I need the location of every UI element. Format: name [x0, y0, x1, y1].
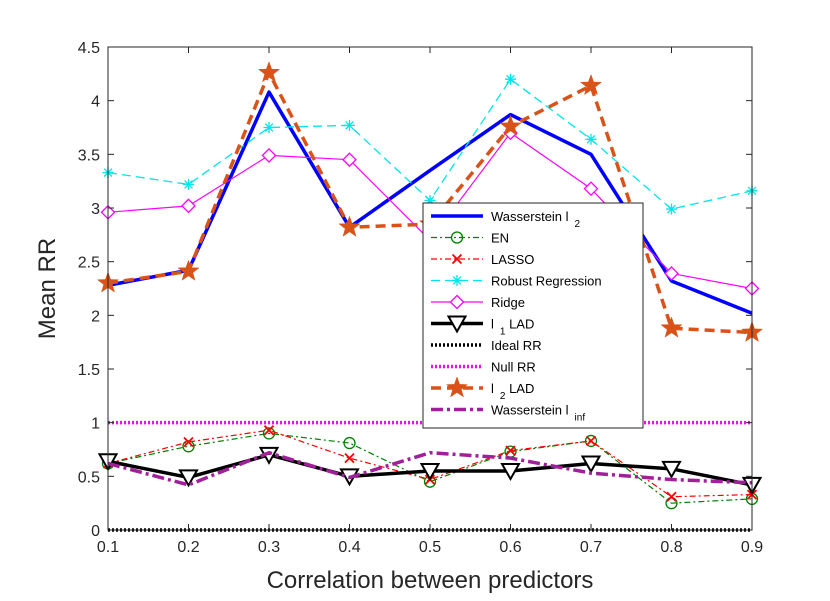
x-tick-label: 0.4	[338, 539, 360, 556]
x-tick-label: 0.6	[499, 539, 521, 556]
data-point	[257, 61, 281, 83]
y-tick-label: 3	[91, 201, 100, 218]
data-point	[666, 203, 677, 215]
series-0	[107, 90, 753, 315]
series-line-1	[107, 432, 753, 504]
data-point	[661, 460, 682, 479]
legend-label: Wasserstein l2	[491, 209, 581, 230]
legend-item: Ideal RR	[431, 338, 542, 353]
legend-item: Robust Regression	[431, 274, 602, 289]
data-point	[584, 434, 598, 448]
legend-label: Null RR	[491, 360, 536, 375]
data-point	[178, 469, 199, 488]
series-9	[107, 450, 753, 487]
data-point	[419, 462, 441, 481]
legend-label: l2 LAD	[491, 381, 534, 402]
y-tick-label: 1.5	[78, 362, 100, 379]
data-point	[344, 119, 355, 131]
x-tick-label: 0.5	[419, 539, 441, 556]
data-point	[183, 436, 194, 448]
y-tick-label: 2.5	[78, 255, 100, 272]
data-point	[338, 215, 361, 237]
series-line-0	[107, 90, 753, 315]
data-point	[500, 462, 521, 481]
y-tick-label: 2	[91, 308, 100, 325]
x-tick-label: 0.8	[660, 539, 682, 556]
data-point	[579, 73, 603, 96]
legend-item: Ridge	[431, 294, 525, 310]
y-tick-label: 4	[91, 94, 100, 111]
data-point	[183, 178, 194, 190]
legend-item: Wasserstein linf	[431, 403, 585, 424]
y-tick-label: 0	[91, 523, 100, 540]
data-point	[499, 114, 522, 136]
data-point	[177, 259, 200, 281]
data-point	[344, 452, 355, 464]
data-point	[585, 435, 597, 447]
legend-label: LASSO	[491, 252, 534, 267]
legend-label: l1 LAD	[491, 317, 534, 338]
data-point	[262, 427, 276, 440]
data-point	[261, 147, 277, 163]
legend-label: Wasserstein linf	[491, 403, 585, 424]
legend-item: l1 LAD	[431, 315, 534, 338]
data-point	[505, 73, 516, 85]
legend-label: EN	[491, 231, 509, 246]
legend-label: Robust Regression	[491, 274, 602, 289]
legend-item: l2 LAD	[431, 376, 534, 402]
x-tick-label: 0.1	[97, 539, 119, 556]
data-point	[583, 181, 599, 197]
data-point	[666, 491, 677, 502]
data-point	[263, 425, 275, 436]
data-point	[181, 198, 196, 214]
legend-label: Ridge	[491, 295, 525, 310]
legend-item: EN	[431, 231, 509, 246]
legend-item: LASSO	[431, 252, 534, 267]
data-point	[505, 445, 516, 456]
data-point	[342, 152, 357, 168]
series-line-9	[107, 450, 753, 487]
data-point	[585, 133, 597, 145]
data-point	[664, 266, 679, 281]
y-tick-label: 1	[91, 416, 100, 433]
y-axis-label: Mean RR	[34, 238, 61, 339]
y-tick-label: 4.5	[78, 40, 100, 57]
data-point	[343, 436, 356, 450]
x-tick-label: 0.2	[177, 539, 199, 556]
x-tick-label: 0.7	[580, 539, 602, 556]
data-point	[580, 455, 602, 474]
data-point	[424, 194, 436, 206]
data-point	[660, 316, 683, 338]
x-tick-label: 0.9	[741, 539, 763, 556]
x-tick-label: 0.3	[258, 539, 280, 556]
legend-label: Ideal RR	[491, 338, 542, 353]
axes-layer: 0.1 0.2 0.3 0.4 0.5 0.6 0.7 0.8 0.9 0 0.5 1 1.5 2 2.5 3…	[78, 40, 763, 556]
y-tick-label: 3.5	[78, 147, 100, 164]
data-point	[263, 122, 275, 133]
y-tick-label: 0.5	[78, 469, 100, 486]
legend-item: Wasserstein l2	[431, 209, 581, 230]
legend-item: Null RR	[431, 360, 536, 375]
x-axis-label: Correlation between predictors	[267, 567, 594, 594]
